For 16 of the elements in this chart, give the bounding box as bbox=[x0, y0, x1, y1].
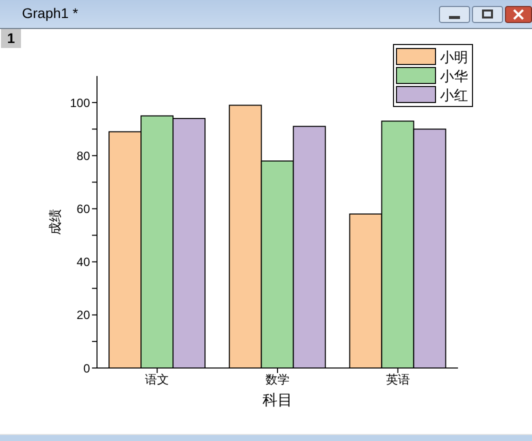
caption: Graph1 * bbox=[22, 5, 78, 21]
y-tick-label: 80 bbox=[76, 148, 90, 163]
legend-label: 小明 bbox=[440, 48, 468, 64]
x-tick-label: 数学 bbox=[266, 372, 290, 387]
y-tick-label: 60 bbox=[76, 202, 90, 216]
x-tick-label: 英语 bbox=[386, 372, 410, 387]
legend-label: 小红 bbox=[440, 86, 468, 102]
y-tick-label: 20 bbox=[76, 308, 90, 322]
y-tick-label: 100 bbox=[70, 96, 90, 110]
y-tick-label: 40 bbox=[76, 255, 90, 270]
y-axis-title: 成绩 bbox=[48, 209, 63, 235]
y-tick-label: 0 bbox=[83, 361, 90, 376]
legend-label: 小华 bbox=[440, 68, 468, 84]
x-axis-title: 科目 bbox=[262, 392, 292, 409]
text: 1 bbox=[1, 29, 21, 48]
x-tick-label: 语文 bbox=[145, 372, 170, 387]
